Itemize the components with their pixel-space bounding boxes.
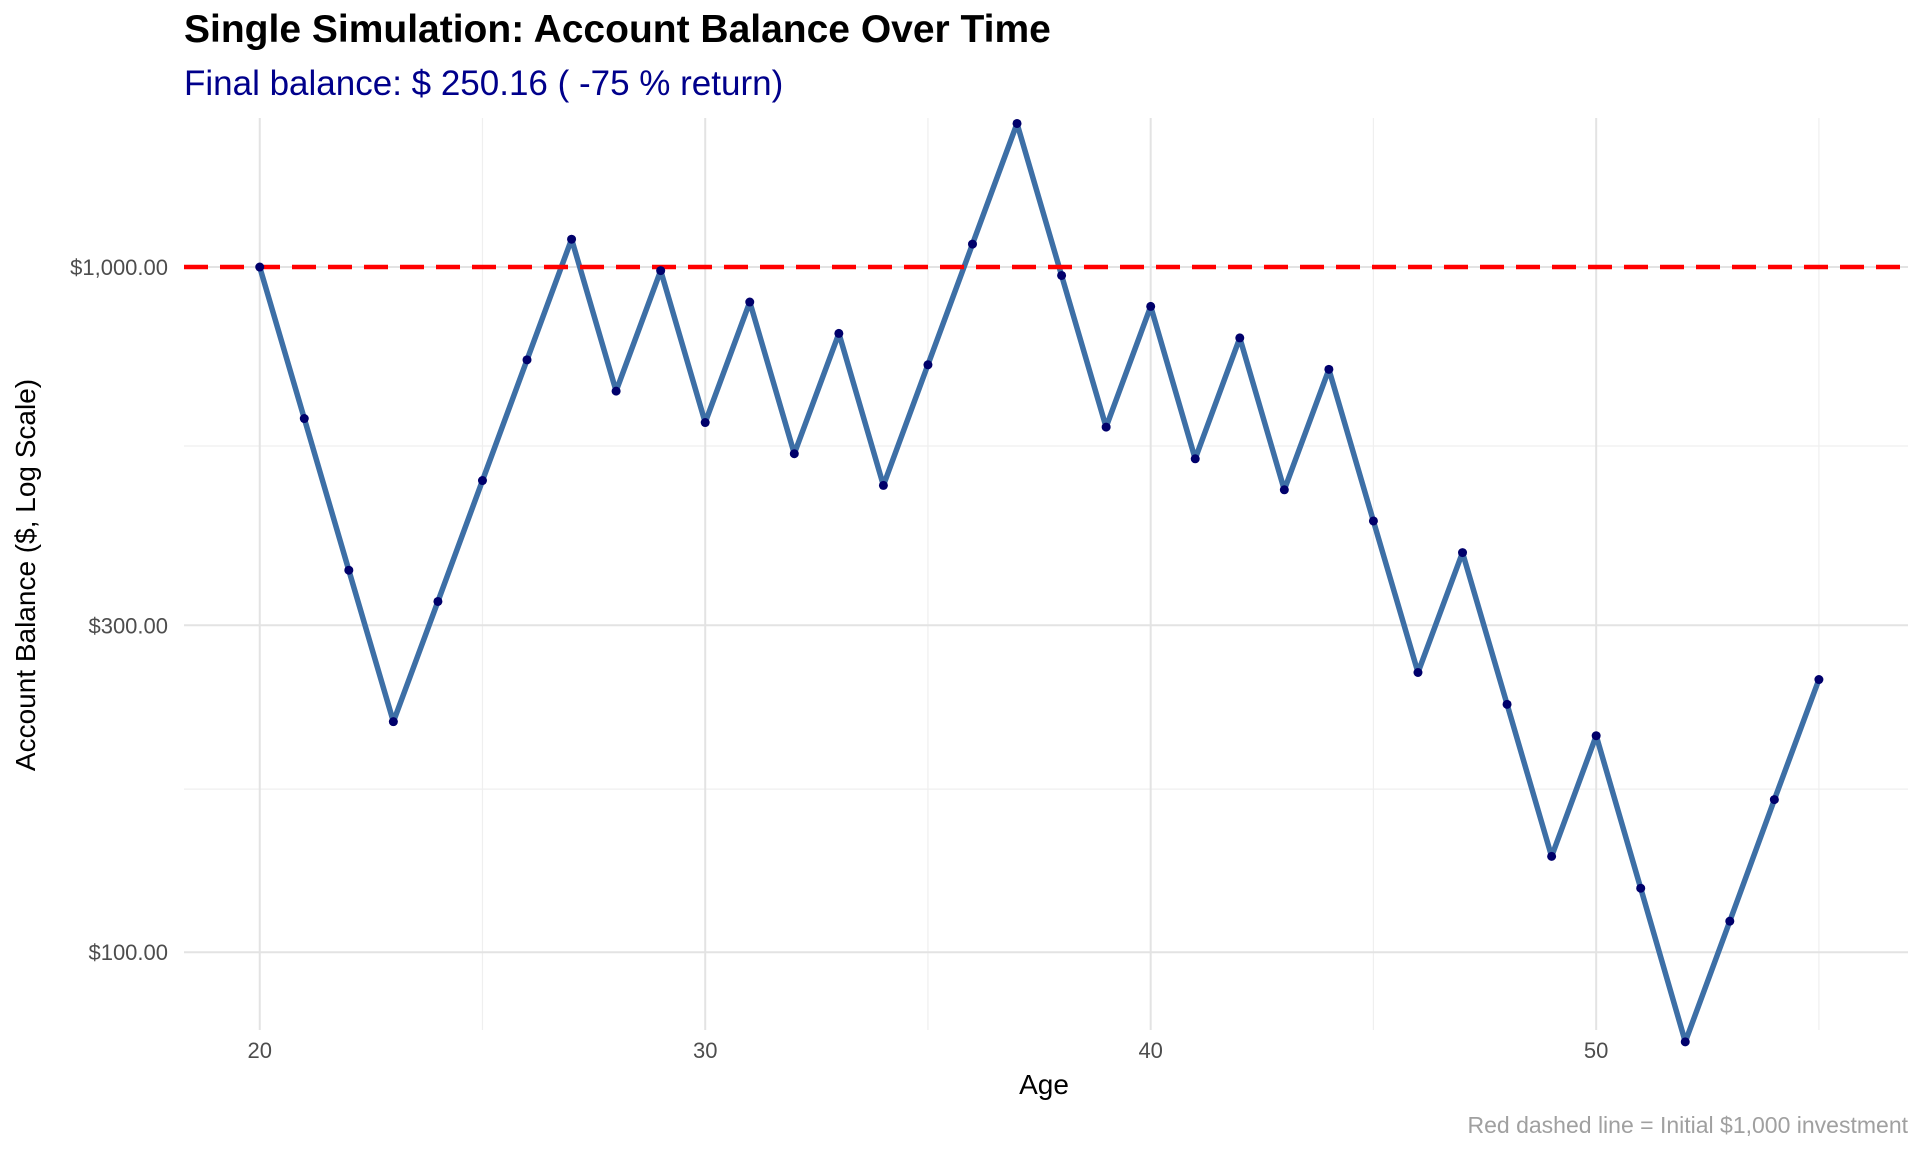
data-point [522,355,532,365]
data-point [1324,364,1334,374]
data-point [1814,675,1824,685]
x-tick-label: 20 [247,1038,271,1063]
chart-title: Single Simulation: Account Balance Over … [184,8,1051,51]
data-point [878,480,888,490]
balance-series-line [256,120,1822,1045]
data-point [1101,422,1111,432]
x-axis-ticks: 20 30 40 50 [247,1038,1608,1063]
data-point [1725,916,1735,926]
data-point [299,414,309,424]
chart-subtitle: Final balance: $ 250.16 ( -75 % return) [184,64,784,103]
x-tick-label: 40 [1138,1038,1162,1063]
data-point [1680,1037,1690,1047]
data-point [745,297,755,307]
data-point [1235,333,1245,343]
data-point [656,266,666,276]
data-point [1547,851,1557,861]
data-point [1190,454,1200,464]
data-point [1458,548,1468,558]
data-point [700,418,710,428]
y-tick-label: $1,000.00 [70,255,168,280]
data-point [1279,485,1289,495]
data-point [477,476,487,486]
data-point [1502,699,1512,709]
data-point [388,717,398,727]
data-point [567,234,577,244]
x-axis-title: Age [1019,1069,1069,1100]
data-point [1012,118,1022,128]
data-point [1413,667,1423,677]
series-layer [184,118,1908,1047]
data-point [967,239,977,249]
data-point [789,449,799,459]
x-tick-label: 30 [693,1038,717,1063]
data-point [1769,795,1779,805]
gridlines [184,118,1908,1030]
data-point [923,360,933,370]
data-point [344,565,354,575]
y-axis-title: Account Balance ($, Log Scale) [10,379,41,771]
x-tick-label: 50 [1584,1038,1608,1063]
data-point [1368,516,1378,526]
chart-caption: Red dashed line = Initial $1,000 investm… [1467,1112,1908,1138]
data-point [1146,301,1156,311]
data-point [255,262,265,272]
data-point [834,328,844,338]
data-point [1636,883,1646,893]
data-point [1591,731,1601,741]
y-axis-ticks: $100.00 $300.00 $1,000.00 [70,255,168,965]
data-point [433,596,443,606]
data-point [611,386,621,396]
y-tick-label: $100.00 [88,940,168,965]
data-point [1057,270,1067,280]
y-tick-label: $300.00 [88,613,168,638]
